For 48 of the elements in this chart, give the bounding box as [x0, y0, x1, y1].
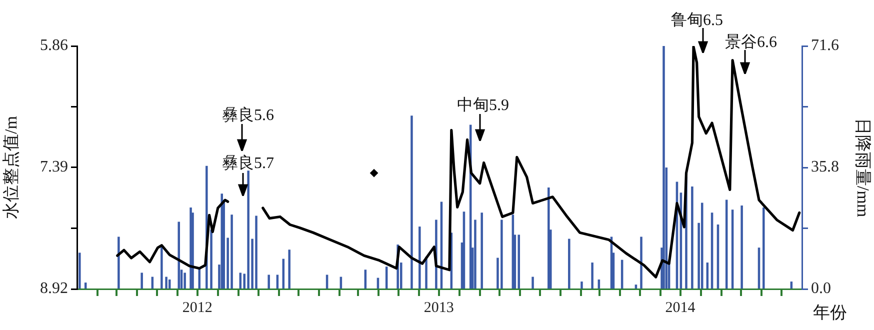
bar — [500, 220, 503, 289]
bar — [184, 272, 186, 289]
y2-tick-label: 35.8 — [811, 158, 839, 176]
y-tick-label: 8.92 — [40, 280, 68, 298]
x-tick-label: 2012 — [182, 300, 212, 316]
y2-axis-title: 日降雨量/mm — [853, 118, 872, 218]
y2-tick-label: 0.0 — [811, 280, 831, 298]
bar — [532, 276, 534, 289]
bar — [198, 268, 201, 289]
bar — [410, 116, 413, 289]
annotation: 景谷6.6 — [725, 33, 777, 51]
x-tick-label: 2014 — [665, 300, 696, 316]
annotation: 彝良5.6 — [222, 106, 274, 124]
bar — [140, 272, 143, 289]
bar — [691, 186, 694, 289]
bar — [268, 274, 270, 289]
bar — [230, 214, 233, 289]
text: 鲁甸6.5 — [671, 11, 723, 29]
y-tick-label: 5.86 — [40, 37, 68, 54]
bar — [580, 282, 583, 289]
annotation: 中甸5.9 — [457, 96, 509, 114]
bar — [762, 208, 765, 289]
y-tick-label: 7.39 — [40, 158, 68, 176]
x-axis-title: 年份 — [813, 302, 847, 322]
annotation: 彝良5.7 — [222, 154, 274, 172]
bar — [210, 230, 212, 289]
bar — [160, 246, 163, 289]
bar — [255, 216, 258, 289]
bar — [640, 236, 642, 289]
bar — [239, 272, 242, 289]
y2-tick-label: 71.6 — [811, 37, 839, 54]
bar — [591, 262, 594, 289]
bar — [418, 226, 421, 289]
bar — [568, 238, 570, 289]
bar — [178, 222, 180, 289]
bar — [662, 46, 665, 289]
bar — [247, 170, 250, 289]
bar — [165, 276, 168, 289]
bar — [118, 236, 120, 289]
bar — [740, 206, 743, 289]
x-tick-label: 2013 — [424, 300, 454, 316]
bar — [474, 220, 476, 289]
y-axis-title: 水位整点值/m — [2, 116, 21, 219]
bar — [480, 212, 483, 289]
bar — [518, 234, 520, 289]
bar — [548, 188, 550, 289]
bar — [78, 252, 81, 289]
bar — [288, 250, 290, 289]
